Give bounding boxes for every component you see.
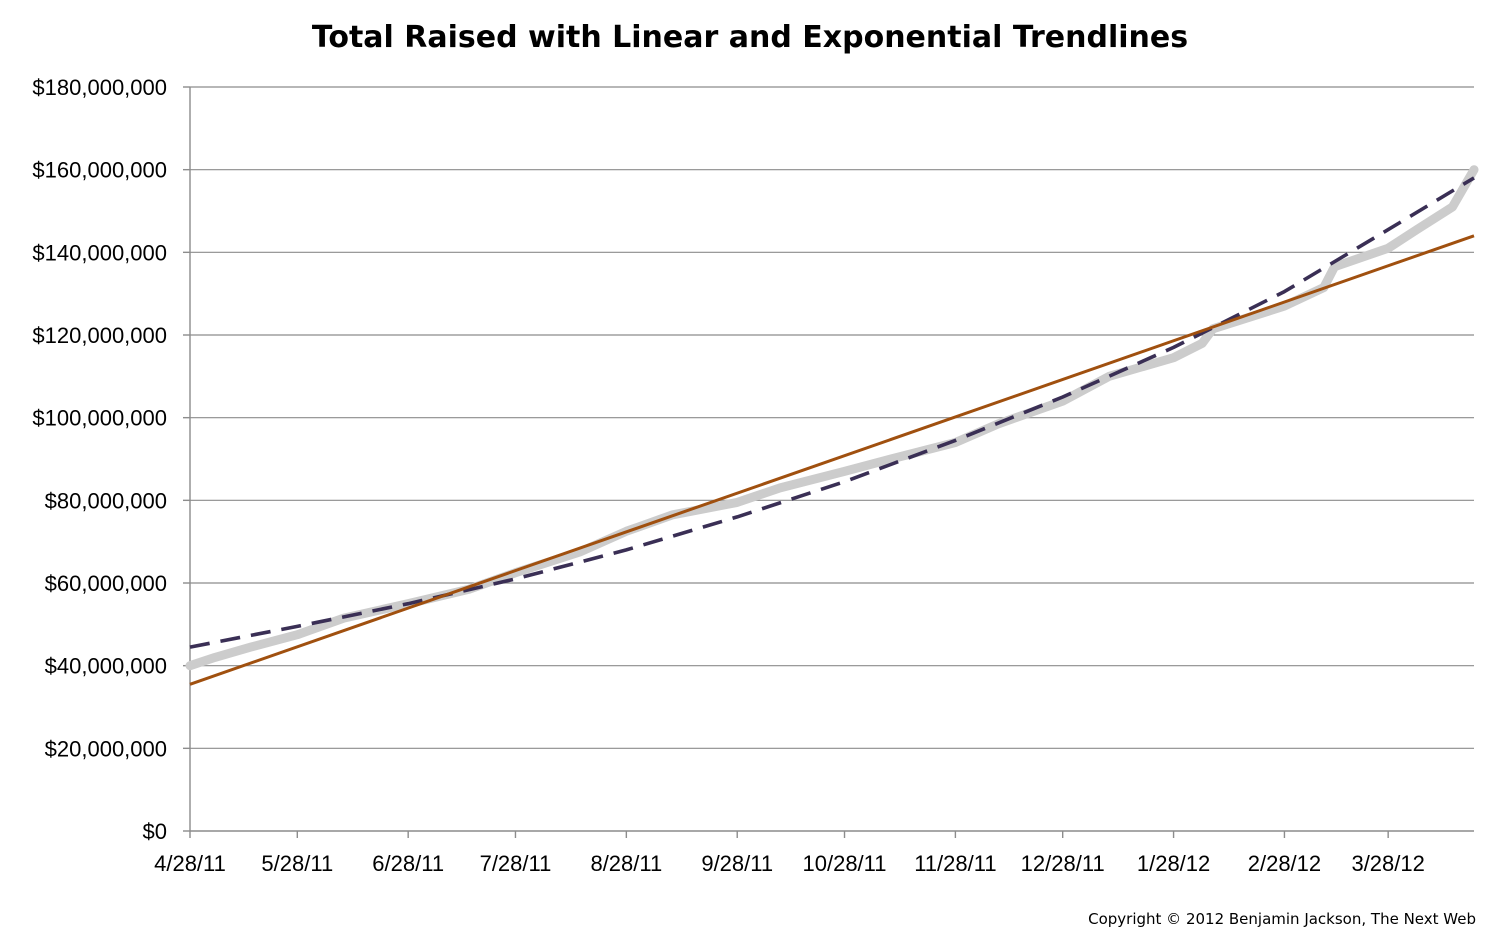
y-tick-label: $120,000,000: [32, 323, 167, 348]
x-tick-label: 7/28/11: [480, 851, 552, 876]
chart-title: Total Raised with Linear and Exponential…: [312, 20, 1188, 55]
x-axis-tick-labels: 4/28/11 5/28/11 6/28/11 7/28/11 8/28/11 9/28/…: [154, 851, 1425, 876]
y-tick-label: $40,000,000: [45, 654, 167, 679]
linear-trendline: [189, 234, 1475, 686]
exponential-trendline: [189, 176, 1475, 649]
x-tick-label: 5/28/11: [261, 851, 333, 876]
x-tick-label: 2/28/12: [1248, 851, 1321, 876]
x-tick-label: 4/28/11: [154, 851, 226, 876]
copyright-text: Copyright © 2012 Benjamin Jackson, The N…: [1088, 910, 1476, 928]
y-tick-label: $20,000,000: [45, 736, 167, 761]
y-tick-label: $100,000,000: [32, 406, 167, 431]
y-tick-label: $0: [143, 819, 167, 844]
x-tick-label: 3/28/12: [1351, 851, 1424, 876]
x-tick-label: 9/28/11: [701, 851, 773, 876]
axes: [183, 86, 1474, 838]
x-tick-label: 6/28/11: [372, 851, 444, 876]
x-tick-label: 8/28/11: [590, 851, 662, 876]
y-tick-label: $80,000,000: [45, 488, 167, 513]
y-tick-label: $160,000,000: [32, 158, 167, 183]
series-lines: [185, 165, 1479, 686]
x-tick-label: 11/28/11: [914, 851, 996, 876]
x-tick-label: 1/28/12: [1137, 851, 1210, 876]
x-tick-label: 12/28/11: [1021, 851, 1105, 876]
y-tick-label: $180,000,000: [32, 75, 167, 100]
y-tick-label: $60,000,000: [45, 571, 167, 596]
grid-lines: [190, 86, 1474, 749]
y-axis-tick-labels: $0 $20,000,000 $40,000,000 $60,000,000 $80,0…: [32, 75, 167, 844]
y-tick-label: $140,000,000: [32, 240, 167, 265]
x-tick-label: 10/28/11: [803, 851, 887, 876]
